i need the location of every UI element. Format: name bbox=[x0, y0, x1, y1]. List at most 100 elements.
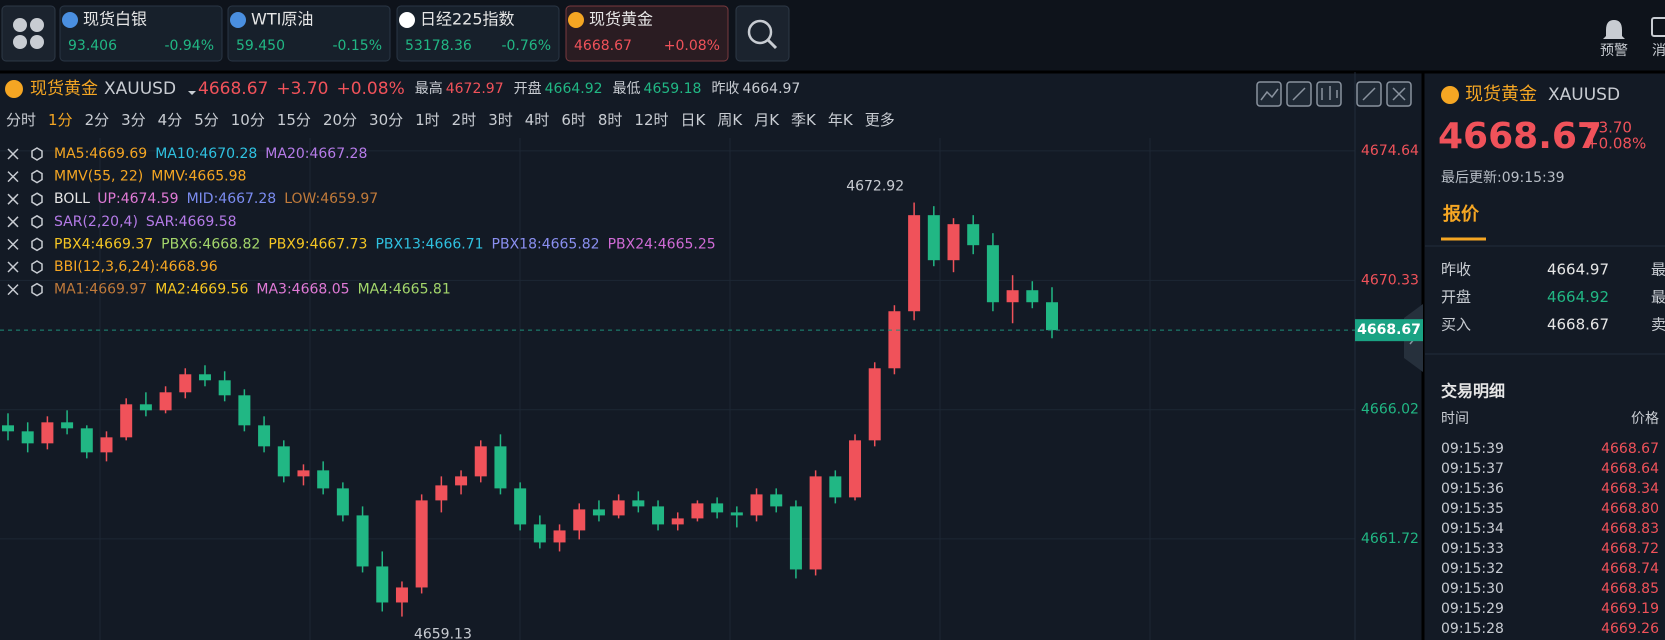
period-option[interactable]: 年K bbox=[828, 111, 854, 129]
candle-body bbox=[750, 494, 763, 516]
indicator-value: PBX4:4669.37 bbox=[54, 236, 153, 252]
period-option[interactable]: 15分 bbox=[277, 111, 311, 129]
period-option[interactable]: 3时 bbox=[488, 111, 513, 129]
candle-body bbox=[553, 530, 566, 543]
indicator-value: MA10:4670.28 bbox=[155, 146, 257, 162]
period-option[interactable]: 30分 bbox=[369, 111, 403, 129]
remove-icon[interactable] bbox=[7, 216, 19, 228]
candle-body bbox=[632, 500, 645, 507]
candle-body bbox=[139, 404, 152, 411]
period-bar: 分时 1分 2分 3分 4分 5分 10分 15分 20分 30分 1时 2时 3时 4时 6时 8时 12时日… bbox=[6, 111, 895, 129]
candle-body bbox=[533, 524, 546, 543]
period-option[interactable]: 分时 bbox=[6, 111, 36, 129]
candle-body bbox=[1026, 290, 1039, 303]
period-option[interactable]: 3分 bbox=[121, 111, 146, 129]
menu-icon bbox=[13, 18, 44, 49]
indicator-value: PBX18:4665.82 bbox=[492, 236, 600, 252]
settings-icon[interactable] bbox=[31, 282, 43, 297]
candle-body bbox=[21, 431, 34, 444]
remove-icon[interactable] bbox=[7, 171, 19, 183]
dropdown-arrow bbox=[188, 91, 196, 95]
quote-label: 买入 bbox=[1441, 316, 1471, 334]
alert-label[interactable]: 预警 bbox=[1600, 43, 1628, 59]
settings-icon[interactable] bbox=[31, 260, 43, 274]
period-option[interactable]: 2分 bbox=[85, 111, 110, 129]
message-label[interactable]: 消 bbox=[1652, 43, 1665, 59]
candle-body bbox=[652, 506, 665, 525]
side-updated: 最后更新:09:15:39 bbox=[1441, 170, 1565, 186]
period-option[interactable]: 季K bbox=[791, 111, 817, 129]
period-option[interactable]: 12时 bbox=[634, 111, 668, 129]
period-option[interactable]: 4时 bbox=[525, 111, 550, 129]
candle-body bbox=[986, 245, 999, 303]
period-option[interactable]: 周K bbox=[717, 111, 743, 129]
period-option[interactable]: 4分 bbox=[158, 111, 183, 129]
ticker-icon bbox=[230, 12, 246, 28]
quote-label: 最 bbox=[1651, 261, 1665, 279]
remove-icon[interactable] bbox=[7, 193, 19, 205]
indicator-value: BBI(12,3,6,24):4668.96 bbox=[54, 259, 218, 275]
last-price-tag bbox=[1355, 319, 1423, 342]
side-tab[interactable]: 报价 bbox=[1443, 203, 1480, 225]
settings-icon[interactable] bbox=[31, 237, 43, 252]
trade-price: 4668.34 bbox=[1601, 481, 1659, 497]
settings-icon[interactable] bbox=[31, 147, 43, 161]
indicator-value: MA5:4669.69 bbox=[54, 146, 147, 162]
period-option[interactable]: 5分 bbox=[194, 111, 219, 129]
remove-icon[interactable] bbox=[7, 284, 19, 296]
y-tick-label: 4661.72 bbox=[1361, 531, 1419, 547]
candle-body bbox=[770, 494, 783, 507]
candle-body bbox=[1046, 302, 1058, 331]
symbol-price: 4668.67 bbox=[198, 79, 268, 99]
ticker-card[interactable] bbox=[227, 5, 391, 62]
indicator-value: MA1:4669.97 bbox=[54, 282, 147, 298]
period-option[interactable]: 8时 bbox=[598, 111, 623, 129]
trade-time: 09:15:30 bbox=[1441, 581, 1504, 597]
settings-icon[interactable] bbox=[31, 169, 43, 184]
ticker-price: 53178.36 bbox=[405, 38, 472, 54]
candle-body bbox=[277, 446, 290, 477]
remove-icon[interactable] bbox=[7, 261, 19, 273]
last-price-label: 4668.67 bbox=[1357, 322, 1421, 338]
y-tick-label: 4670.33 bbox=[1361, 272, 1419, 288]
indicator-value: MA20:4667.28 bbox=[265, 146, 367, 162]
search-button[interactable] bbox=[735, 5, 790, 62]
tool-button[interactable] bbox=[1316, 81, 1342, 107]
settings-icon[interactable] bbox=[31, 214, 43, 229]
candle-body bbox=[730, 512, 743, 516]
settings-icon[interactable] bbox=[31, 192, 43, 207]
candle-body bbox=[868, 368, 881, 441]
ticker-card[interactable] bbox=[565, 5, 729, 62]
candle-body bbox=[179, 374, 192, 393]
period-option[interactable]: 更多 bbox=[865, 111, 895, 129]
trades-price-header: 价格 bbox=[1631, 411, 1659, 427]
ticker-price: 4668.67 bbox=[574, 38, 632, 54]
quote-value: 4664.92 bbox=[1547, 288, 1609, 306]
bell-icon[interactable] bbox=[1603, 20, 1625, 39]
ticker-card[interactable] bbox=[396, 5, 560, 62]
candle-body bbox=[514, 488, 527, 525]
stat-label: 最高 bbox=[415, 80, 443, 97]
stat-value: 4664.92 bbox=[545, 81, 603, 97]
period-option[interactable]: 6时 bbox=[561, 111, 586, 129]
message-icon[interactable] bbox=[1651, 17, 1665, 37]
period-option[interactable]: 20分 bbox=[323, 111, 357, 129]
period-option[interactable]: 月K bbox=[754, 111, 780, 129]
candle-body bbox=[474, 446, 487, 477]
ticker-icon bbox=[399, 12, 415, 28]
remove-icon[interactable] bbox=[7, 148, 19, 160]
menu-button[interactable] bbox=[1, 5, 56, 62]
period-option[interactable]: 1分 bbox=[48, 111, 73, 129]
side-change: +3.70 bbox=[1586, 119, 1632, 137]
period-option[interactable]: 2时 bbox=[452, 111, 477, 129]
ticker-name: WTI原油 bbox=[251, 10, 313, 29]
period-option[interactable]: 10分 bbox=[231, 111, 265, 129]
ticker-card[interactable] bbox=[59, 5, 223, 62]
stat-value: 4664.97 bbox=[742, 81, 800, 97]
remove-icon[interactable] bbox=[7, 238, 19, 250]
period-option[interactable]: 日K bbox=[681, 111, 707, 129]
candle-body bbox=[336, 488, 349, 516]
period-option[interactable]: 1时 bbox=[415, 111, 440, 129]
candle-body bbox=[908, 215, 921, 312]
